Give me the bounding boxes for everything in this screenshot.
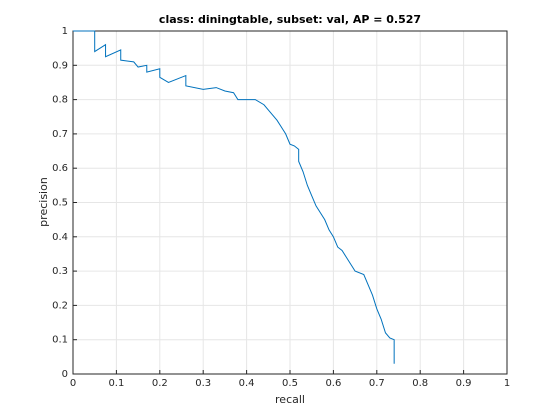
plot-frame bbox=[72, 30, 508, 375]
x-tick-label: 0.4 bbox=[239, 378, 255, 389]
y-tick-label: 0.4 bbox=[52, 232, 68, 243]
pr-curve bbox=[73, 30, 395, 364]
x-tick-label: 0.7 bbox=[369, 378, 385, 389]
y-tick-label: 0.3 bbox=[52, 266, 68, 277]
y-tick-label: 0.7 bbox=[52, 129, 68, 140]
x-tick-label: 0.5 bbox=[282, 378, 298, 389]
y-tick-label: 0.5 bbox=[52, 198, 68, 209]
x-tick-label: 0.8 bbox=[412, 378, 428, 389]
y-tick-label: 0.8 bbox=[52, 95, 68, 106]
x-tick-label: 0.9 bbox=[456, 378, 472, 389]
y-tick-label: 0.6 bbox=[52, 163, 68, 174]
x-tick-label: 0.1 bbox=[108, 378, 124, 389]
y-tick-label: 1 bbox=[62, 26, 68, 37]
x-tick-label: 0 bbox=[70, 378, 76, 389]
y-tick-label: 0.1 bbox=[52, 335, 68, 346]
y-tick-label: 0.9 bbox=[52, 60, 68, 71]
x-tick-label: 0.6 bbox=[325, 378, 341, 389]
x-tick-label: 0.3 bbox=[195, 378, 211, 389]
x-tick-label: 0.2 bbox=[152, 378, 168, 389]
chart-title: class: diningtable, subset: val, AP = 0.… bbox=[159, 13, 421, 26]
y-tick-label: 0.2 bbox=[52, 300, 68, 311]
x-axis-label: recall bbox=[275, 393, 305, 406]
y-axis-label: precision bbox=[37, 177, 50, 227]
y-tick-label: 0 bbox=[62, 369, 68, 380]
x-tick-label: 1 bbox=[504, 378, 510, 389]
